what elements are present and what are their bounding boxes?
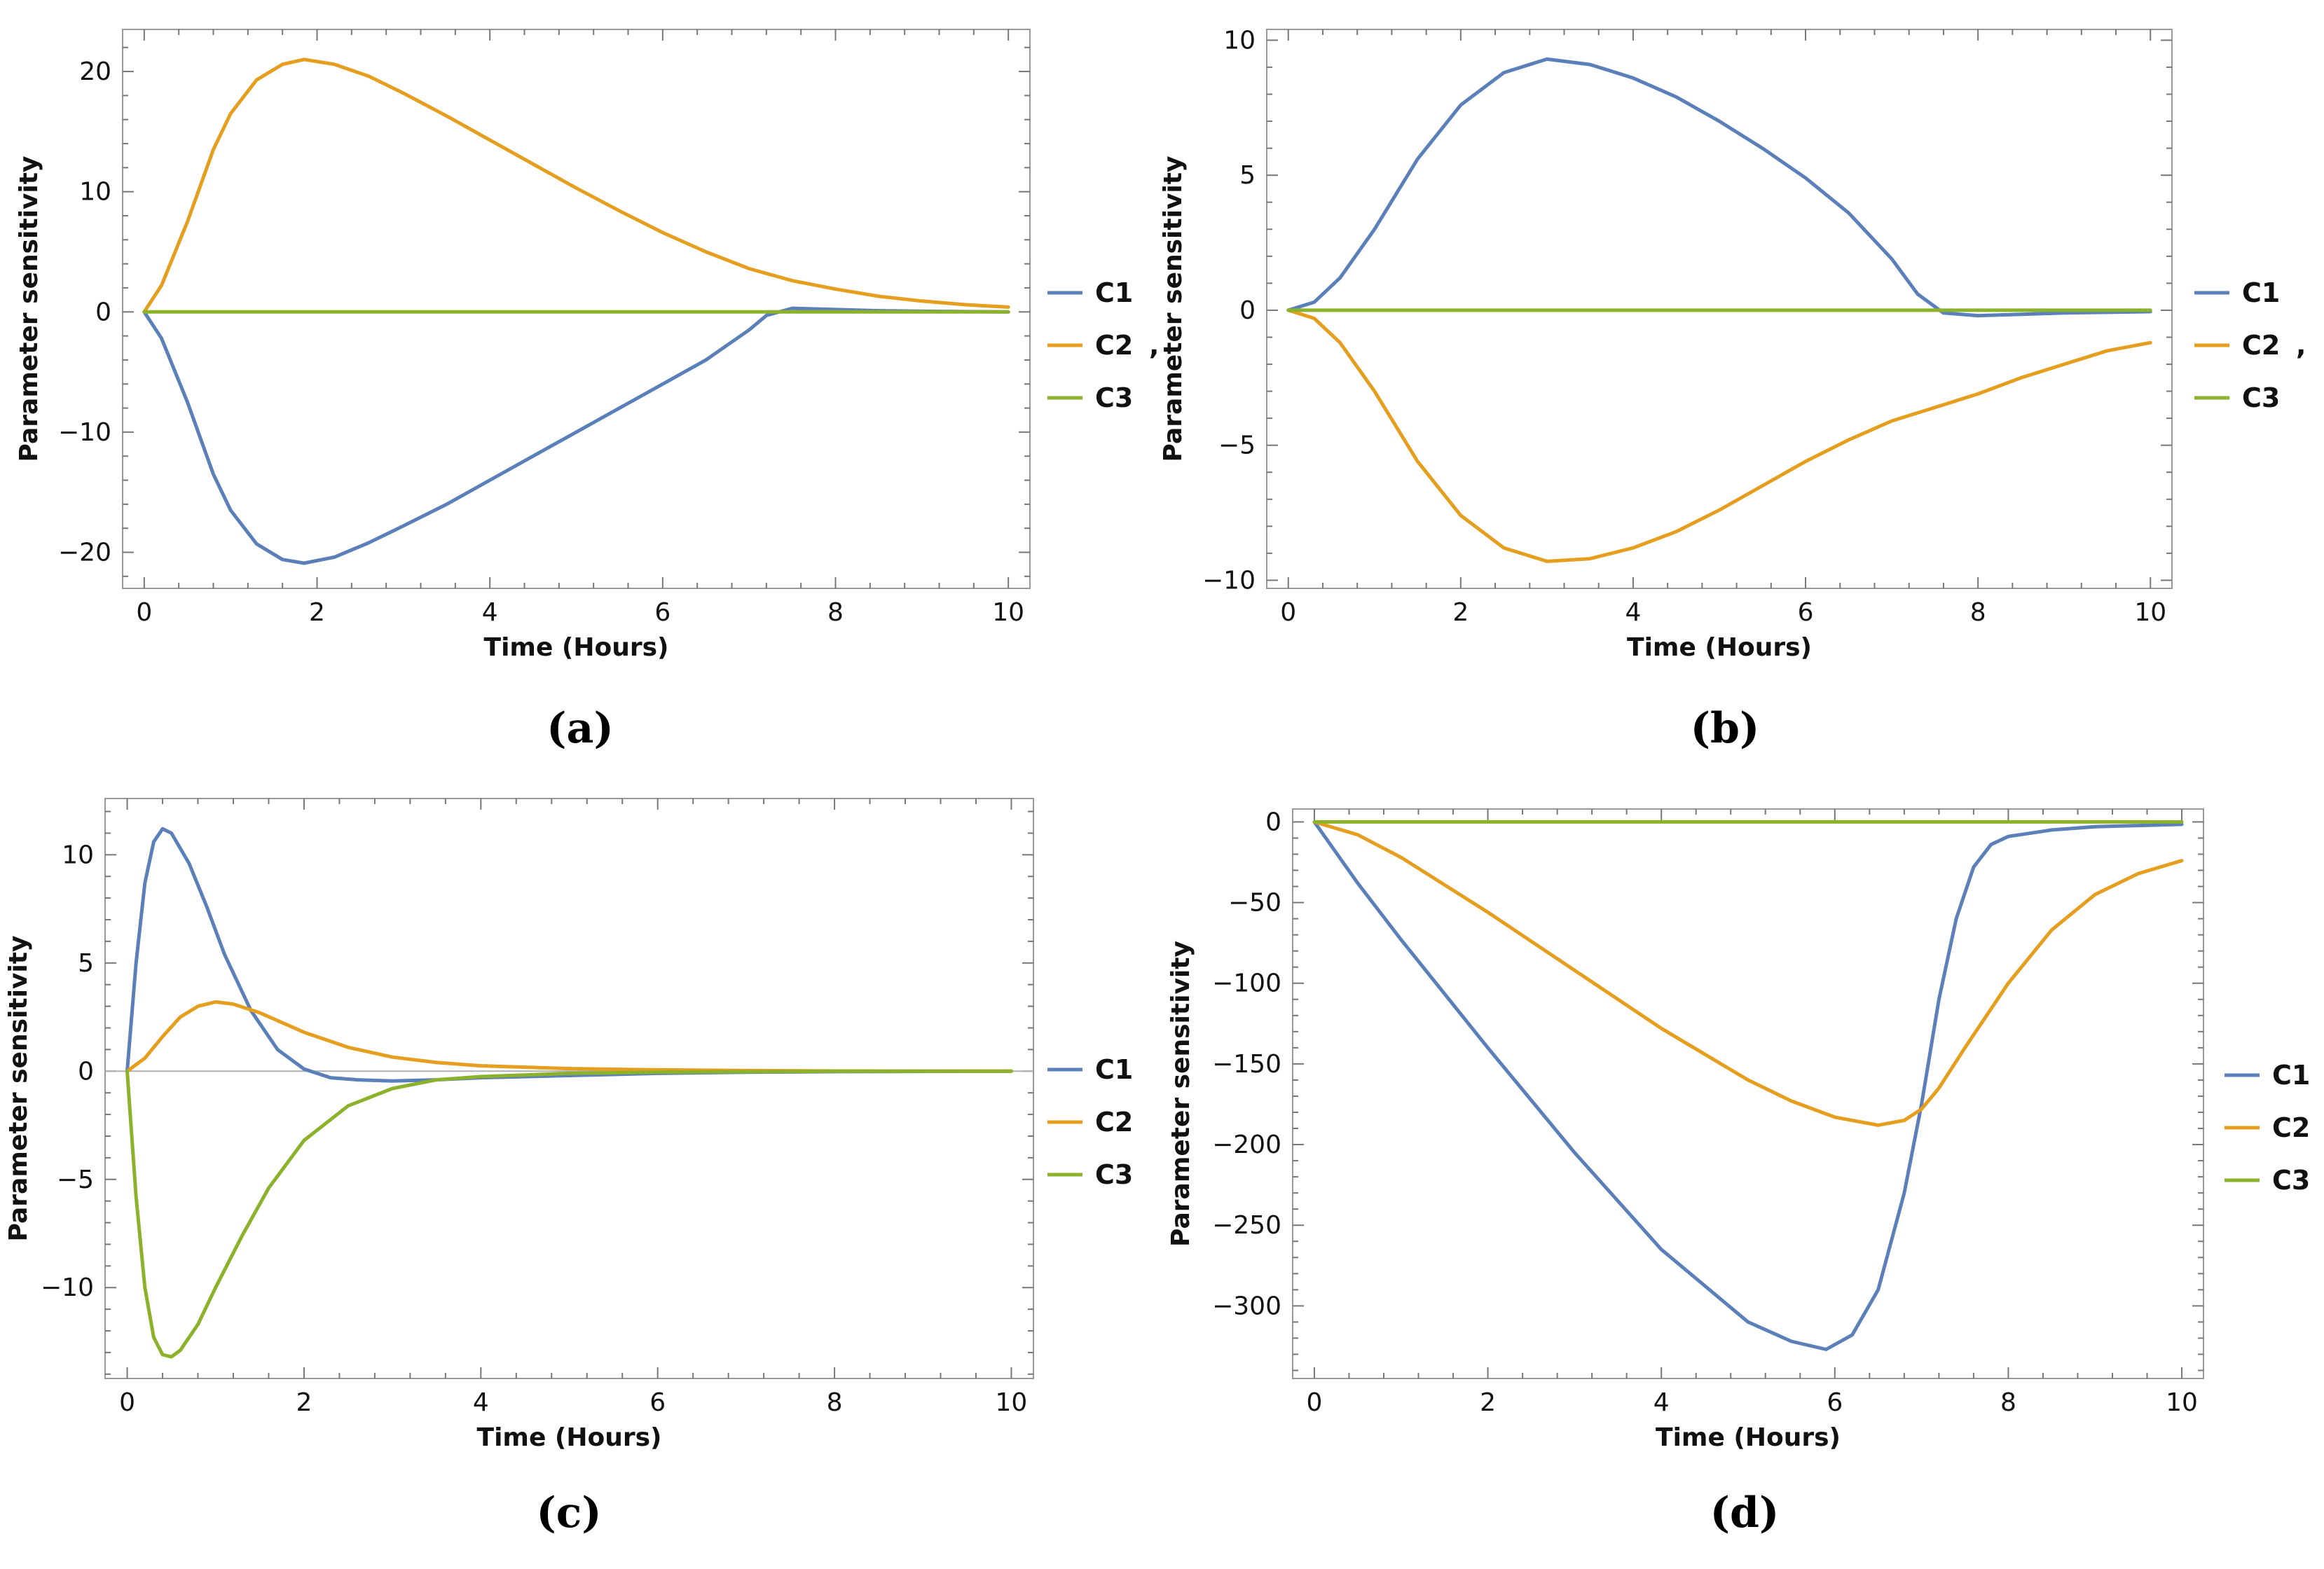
x-axis-label: Time (Hours)	[484, 633, 669, 662]
legend-label-c3: C3	[1095, 382, 1133, 413]
x-tick-label: 8	[827, 1388, 843, 1417]
y-axis-label: Parameter sensitivity	[1159, 156, 1188, 462]
y-tick-label: −50	[1228, 889, 1281, 918]
legend-comma: ,	[2296, 330, 2306, 361]
legend-label-c3: C3	[2242, 382, 2280, 413]
legend-label-c2: C2	[1095, 1107, 1133, 1138]
panel-caption-d: (d)	[1710, 1488, 1780, 1537]
legend-label-c1: C1	[1095, 277, 1133, 308]
y-tick-label: −100	[1212, 969, 1281, 998]
x-axis-label: Time (Hours)	[477, 1423, 662, 1452]
y-tick-label: −10	[41, 1273, 94, 1302]
series-line-c1	[142, 306, 1010, 565]
x-tick-label: 4	[1625, 598, 1641, 627]
series-line-c1	[125, 827, 1013, 1083]
x-tick-label: 8	[1970, 598, 1986, 627]
y-tick-label: 0	[95, 298, 111, 326]
legend-label-c3: C3	[2272, 1165, 2310, 1196]
series-line-c1	[1286, 57, 2152, 318]
x-tick-label: 2	[1452, 598, 1469, 627]
legend: C1 C2 C3,	[2194, 277, 2306, 413]
y-axis-label: Parameter sensitivity	[1167, 941, 1195, 1247]
chart-panel-d: 0 2 4 6 8 10 −300 −250 −200 −150 −100 −50 0 Time (Hou…	[1167, 808, 2310, 1537]
series-line-c3	[125, 1069, 1013, 1359]
y-tick-label: −200	[1212, 1131, 1281, 1159]
panel-caption-c: (c)	[536, 1488, 601, 1537]
series-line-c2	[1312, 820, 2184, 1127]
legend-comma: ,	[1149, 330, 1159, 361]
plot-frame	[122, 29, 1031, 589]
x-tick-label: 6	[649, 1388, 666, 1417]
x-tick-label: 10	[2134, 598, 2166, 627]
panel-caption-b: (b)	[1691, 704, 1760, 753]
plot-frame	[1266, 29, 2173, 589]
y-tick-label: 0	[78, 1057, 94, 1086]
series-line-c2	[1286, 308, 2152, 563]
y-tick-label: 0	[1239, 296, 1256, 325]
legend: C1 C2 C3	[1047, 1054, 1133, 1190]
y-axis-label: Parameter sensitivity	[15, 156, 43, 462]
legend-label-c1: C1	[1095, 1054, 1133, 1085]
y-tick-label: 0	[1265, 808, 1281, 836]
x-tick-label: 4	[1653, 1388, 1670, 1417]
x-tick-label: 0	[136, 598, 152, 627]
y-tick-label: −300	[1212, 1292, 1281, 1320]
x-tick-label: 0	[1280, 598, 1296, 627]
y-tick-label: −5	[1218, 431, 1256, 460]
legend-label-c3: C3	[1095, 1159, 1133, 1190]
plot-frame	[1292, 808, 2204, 1379]
plot-frame	[104, 798, 1034, 1379]
legend-label-c2: C2	[2272, 1112, 2310, 1143]
y-tick-label: −5	[57, 1166, 94, 1194]
x-tick-label: 4	[473, 1388, 489, 1417]
series-line-c2	[142, 57, 1010, 314]
series-line-c1	[1312, 820, 2184, 1351]
y-axis-label: Parameter sensitivity	[4, 936, 33, 1242]
legend-label-c2: C2	[1095, 330, 1133, 361]
x-tick-label: 0	[119, 1388, 135, 1417]
x-tick-label: 2	[1480, 1388, 1496, 1417]
y-tick-label: 5	[1239, 161, 1256, 190]
legend: C1 C2 C3,	[1047, 277, 1159, 413]
y-tick-label: 10	[79, 178, 111, 207]
y-tick-label: −10	[58, 418, 111, 447]
y-tick-label: 10	[1223, 26, 1256, 55]
x-tick-label: 10	[992, 598, 1024, 627]
x-tick-label: 6	[654, 598, 671, 627]
series-line-c2	[125, 1000, 1013, 1073]
x-tick-label: 0	[1306, 1388, 1322, 1417]
legend: C1 C2 C3	[2225, 1060, 2310, 1196]
y-tick-label: −20	[58, 539, 111, 567]
legend-label-c1: C1	[2272, 1060, 2310, 1091]
x-tick-label: 4	[482, 598, 498, 627]
chart-panel-a: 0 2 4 6 8 10 −20 −10 0 10 20 Time (Hours) Parameter …	[15, 29, 1159, 753]
y-tick-label: 5	[78, 949, 94, 978]
chart-panel-c: 0 2 4 6 8 10 −10 −5 0 5 10 Time (Hours) Parameter se…	[4, 798, 1133, 1537]
x-tick-label: 10	[2166, 1388, 2198, 1417]
y-tick-label: −250	[1212, 1211, 1281, 1240]
y-tick-label: 10	[62, 841, 94, 869]
legend-label-c1: C1	[2242, 277, 2280, 308]
y-tick-label: 20	[79, 57, 111, 86]
x-tick-label: 2	[309, 598, 325, 627]
x-tick-label: 8	[827, 598, 844, 627]
x-tick-label: 2	[296, 1388, 312, 1417]
x-axis-label: Time (Hours)	[1627, 633, 1812, 662]
x-tick-label: 8	[2000, 1388, 2016, 1417]
x-axis-label: Time (Hours)	[1656, 1423, 1841, 1452]
x-tick-label: 10	[996, 1388, 1028, 1417]
x-tick-label: 6	[1798, 598, 1814, 627]
panel-caption-a: (a)	[546, 704, 614, 753]
x-tick-label: 6	[1827, 1388, 1843, 1417]
chart-panel-b: 0 2 4 6 8 10 −10 −5 0 5 10 Time (Hours) Parameter se…	[1159, 26, 2306, 753]
legend-label-c2: C2	[2242, 330, 2280, 361]
y-tick-label: −150	[1212, 1050, 1281, 1079]
y-tick-label: −10	[1202, 566, 1256, 595]
